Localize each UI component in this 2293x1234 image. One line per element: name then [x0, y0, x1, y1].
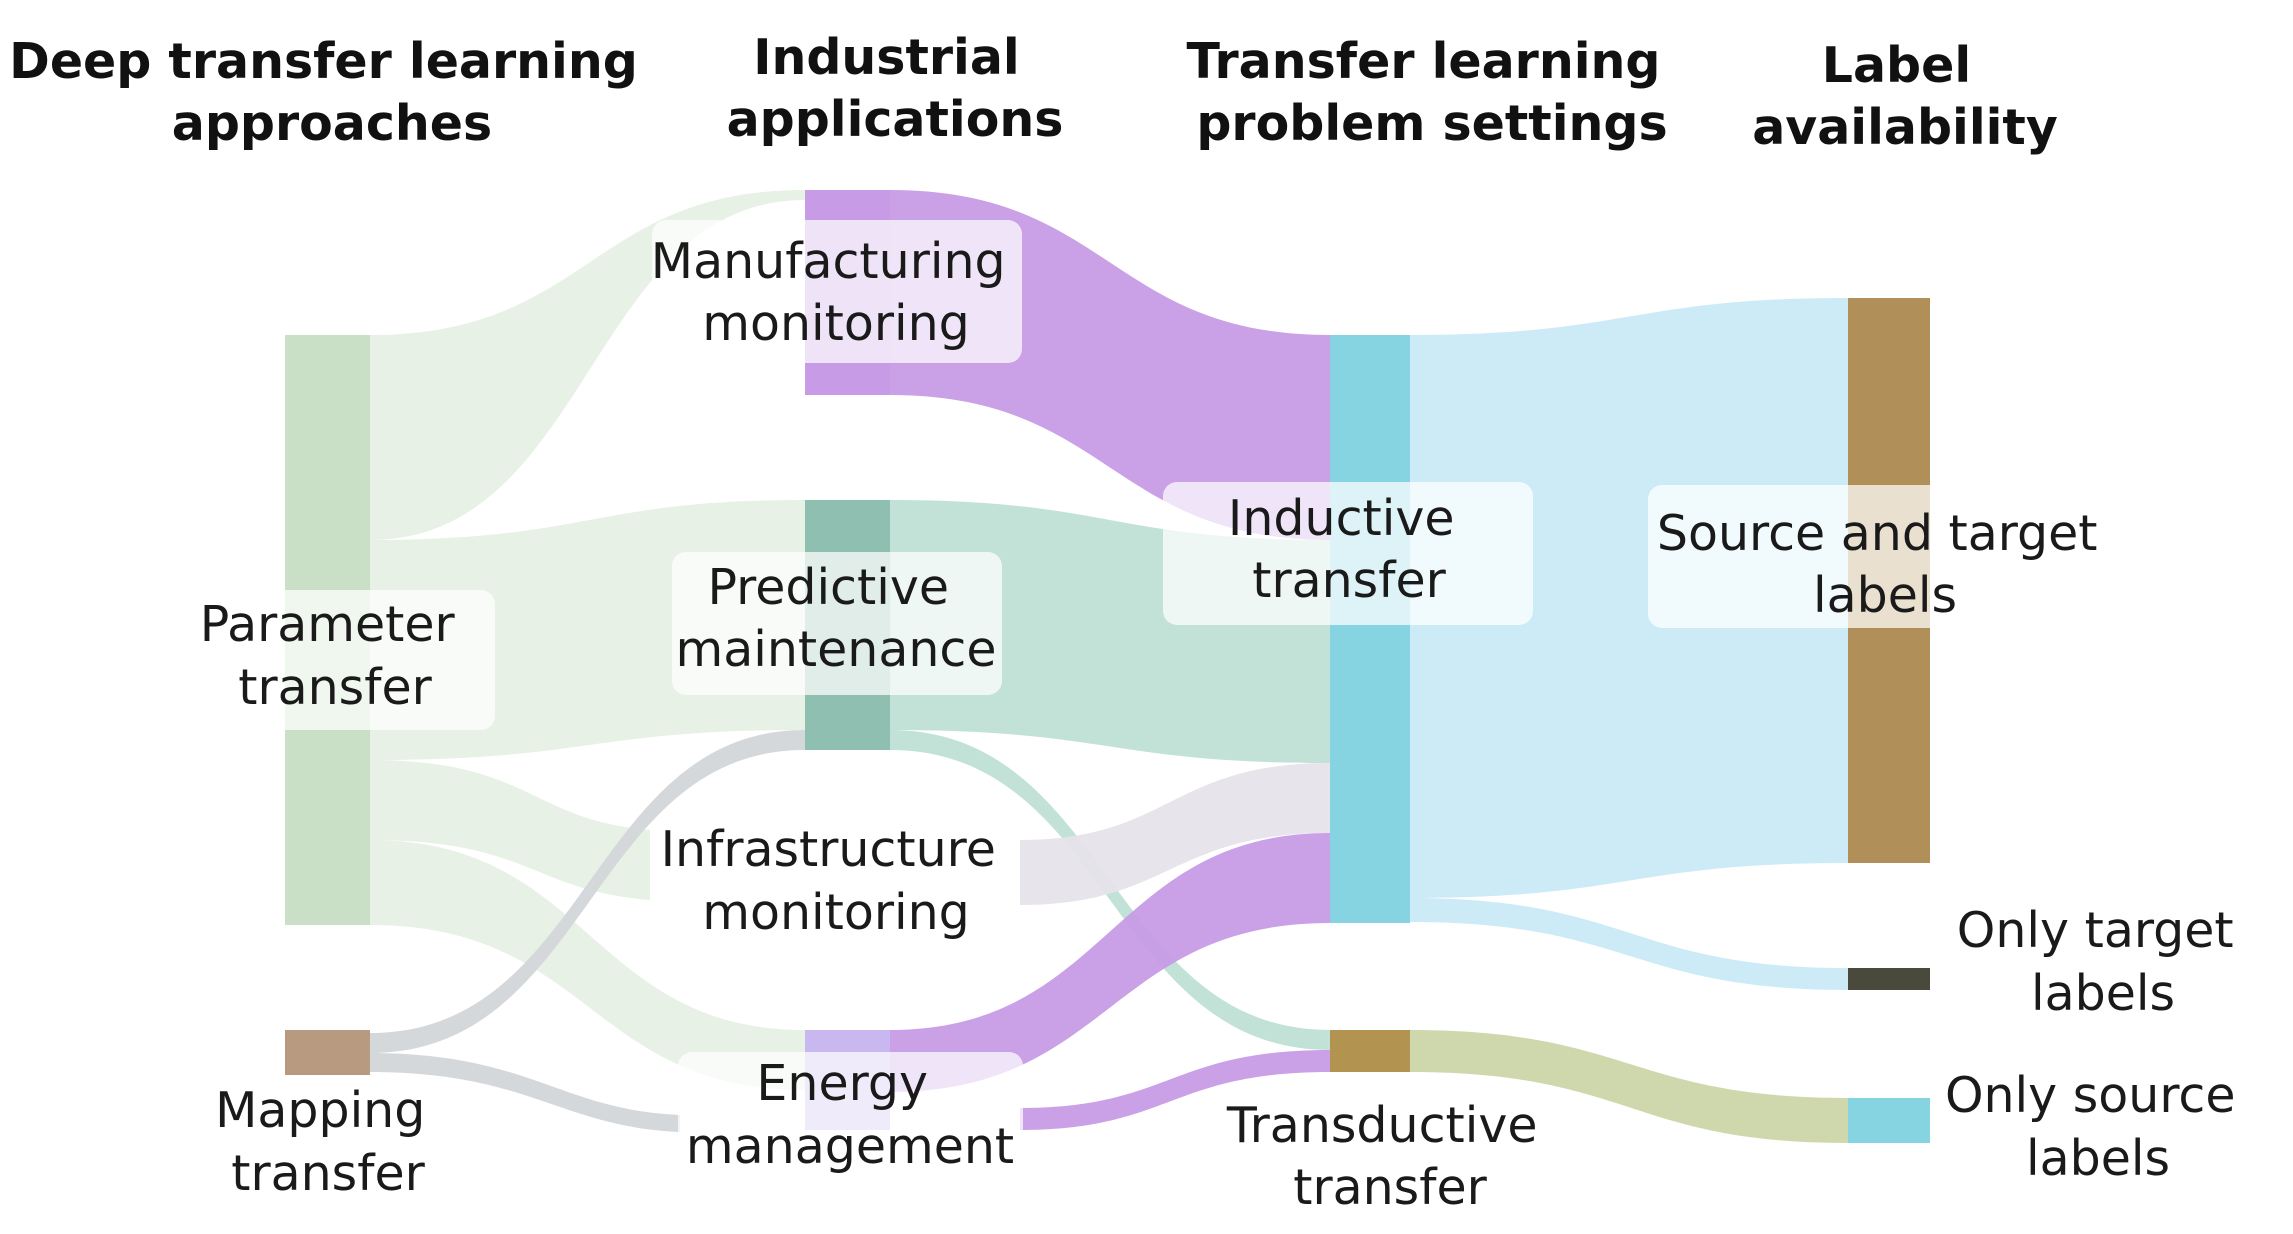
link-transductive-to-only-source [1410, 1030, 1848, 1143]
node-labels: Parameter transfer Mapping transfer Manu… [200, 233, 2251, 1216]
link-parameter-to-infrastructure [370, 760, 650, 900]
link-energy-to-inductive [890, 833, 1330, 1092]
label-only-source-labels: Only source labels [1945, 1067, 2251, 1187]
label-mapping-transfer: Mapping transfer [215, 1082, 441, 1202]
header-label-availability: Label availability [1752, 37, 2058, 156]
label-infrastructure-monitoring: Infrastructure monitoring [661, 821, 1012, 941]
link-mapping-to-energy [370, 1053, 680, 1132]
link-parameter-to-energy [370, 840, 805, 1090]
node-only-target-labels[interactable] [1848, 968, 1930, 990]
label-only-target-labels: Only target labels [1957, 902, 2249, 1022]
label-predictive-maintenance: Predictive maintenance [675, 559, 996, 678]
label-backgrounds [195, 220, 2118, 1184]
header-approaches: Deep transfer learning approaches [9, 33, 655, 152]
header-settings: Transfer learning problem settings [1186, 33, 1677, 152]
node-inductive-transfer[interactable] [1330, 335, 1410, 923]
links [370, 190, 1848, 1143]
link-inductive-to-only-target [1410, 898, 1848, 990]
label-transductive-transfer: Transductive transfer [1226, 1097, 1553, 1216]
label-source-and-target-labels: Source and target labels [1657, 505, 2113, 624]
link-parameter-to-manufacturing [370, 190, 805, 540]
link-infrastructure-to-inductive [1020, 763, 1330, 905]
label-parameter-transfer: Parameter transfer [200, 596, 471, 716]
node-only-source-labels[interactable] [1848, 1098, 1930, 1143]
link-mapping-to-predictive [370, 730, 805, 1053]
link-energy-to-transductive [1020, 1050, 1330, 1130]
link-inductive-to-source-and-target [1410, 298, 1848, 898]
column-headers: Deep transfer learning approaches Indust… [9, 29, 2058, 156]
label-energy-management: Energy management [686, 1055, 1014, 1175]
label-manufacturing-monitoring: Manufacturing monitoring [651, 233, 1021, 352]
header-applications: Industrial applications [727, 29, 1064, 148]
node-mapping-transfer[interactable] [285, 1030, 370, 1075]
label-inductive-transfer: Inductive transfer [1228, 490, 1470, 609]
node-transductive-transfer[interactable] [1330, 1030, 1410, 1072]
